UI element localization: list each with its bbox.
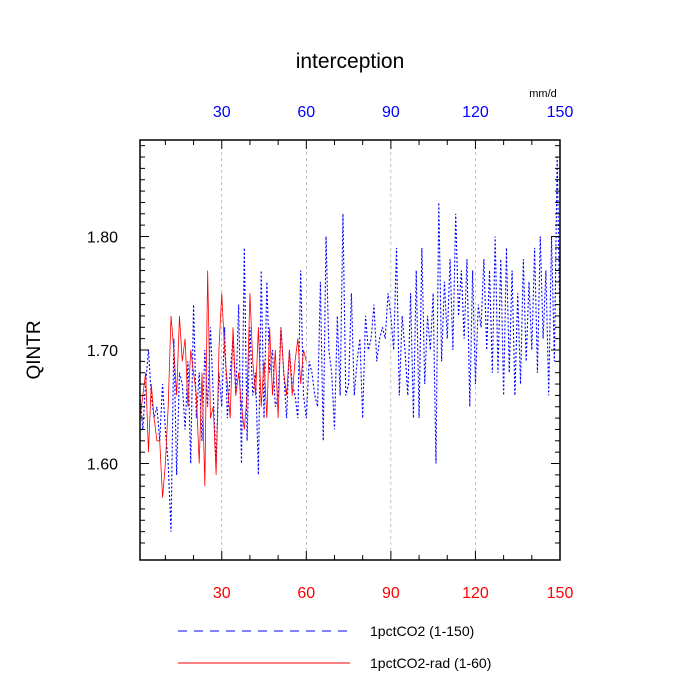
x-tick-label-top-30: 30 [213,104,231,121]
x-tick-label-bottom-120: 120 [462,585,489,602]
y-axis-label: QINTR [24,320,45,379]
x-tick-label-bottom-30: 30 [213,585,231,602]
x-tick-label-bottom-60: 60 [297,585,315,602]
series-line-1pctco2 [139,157,561,532]
x-tick-label-top-60: 60 [297,104,315,121]
x-tick-label-top-90: 90 [382,104,400,121]
x-tick-label-bottom-150: 150 [547,585,574,602]
y-tick-label-1.60: 1.60 [87,457,118,474]
x-tick-label-top-150: 150 [547,104,574,121]
x-tick-label-top-120: 120 [462,104,489,121]
y-tick-label-1.80: 1.80 [87,229,118,246]
legend: 1pctCO2 (1-150) 1pctCO2-rad (1-60) [178,623,491,671]
legend-label-1pctco2-rad: 1pctCO2-rad (1-60) [370,655,491,671]
plot-frame [139,139,561,561]
series-line-1pctco2-rad [139,270,307,498]
grid-lines [221,140,476,560]
chart-title: interception [296,50,405,73]
x-tick-label-bottom-90: 90 [382,585,400,602]
units-label: mm/d [529,88,557,100]
y-tick-label-1.70: 1.70 [87,343,118,360]
tick-labels: 30 60 90 120 150 30 60 90 120 150 1.60 1.70 1.80 [87,104,574,602]
axis-ticks [140,140,561,560]
series-lines [139,157,561,532]
legend-label-1pctco2: 1pctCO2 (1-150) [370,623,474,639]
